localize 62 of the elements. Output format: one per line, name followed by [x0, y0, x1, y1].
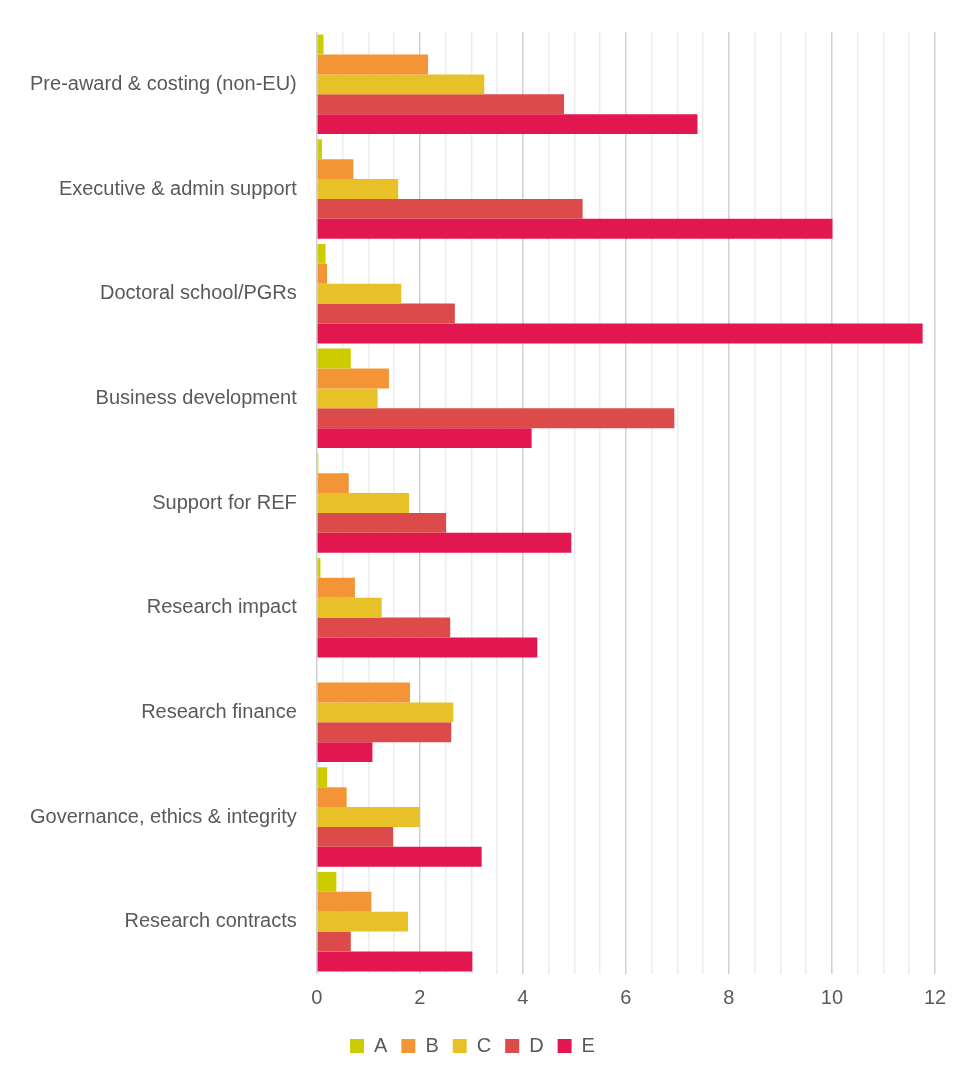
legend-label: C	[476, 1033, 492, 1056]
bar	[317, 532, 572, 553]
bar	[317, 94, 565, 115]
bar	[317, 388, 378, 409]
bar	[317, 368, 389, 389]
bar	[317, 767, 328, 788]
legend-label: D	[529, 1033, 544, 1056]
y-tick-label: Executive & admin support	[58, 176, 298, 199]
bar	[317, 428, 532, 449]
y-tick-label: Research finance	[141, 699, 297, 722]
bar	[317, 74, 485, 95]
bar	[317, 951, 473, 972]
bar	[317, 493, 410, 513]
bar	[317, 408, 675, 429]
legend-label: A	[374, 1033, 389, 1056]
x-tick-label: 6	[620, 985, 632, 1008]
bar	[317, 871, 337, 892]
bar	[317, 139, 322, 160]
bar	[317, 846, 482, 867]
x-tick-label: 12	[923, 985, 947, 1008]
bar	[317, 473, 349, 494]
x-tick-label: 4	[517, 985, 529, 1008]
y-tick-label: Research impact	[146, 595, 298, 618]
bar	[317, 179, 399, 199]
bar	[317, 787, 347, 808]
bar	[317, 702, 454, 723]
bar	[317, 198, 583, 219]
legend-label: B	[425, 1033, 439, 1056]
bar	[317, 159, 354, 180]
bar	[317, 263, 328, 284]
y-tick-label: Doctoral school/PGRs	[100, 281, 297, 304]
y-tick-label: Support for REF	[152, 490, 297, 513]
x-tick-label: 2	[414, 985, 426, 1008]
bar	[317, 597, 382, 618]
bar	[317, 114, 698, 135]
bar	[317, 891, 372, 912]
y-tick-label: Pre-award & costing (non-EU)	[30, 71, 297, 94]
x-tick-label: 10	[820, 985, 844, 1008]
bar	[317, 283, 402, 304]
bar	[317, 682, 411, 703]
y-tick-label: Governance, ethics & integrity	[30, 804, 297, 827]
bar	[317, 577, 355, 598]
y-tick-label: Business development	[95, 385, 298, 408]
x-tick-label: 0	[311, 985, 323, 1008]
bar	[317, 617, 451, 638]
bar	[317, 722, 452, 743]
bar	[317, 512, 447, 533]
x-tick-label: 8	[723, 985, 735, 1008]
bar	[317, 323, 923, 344]
bar	[317, 218, 833, 239]
bar	[317, 348, 351, 369]
bar	[317, 243, 326, 264]
bar	[317, 742, 373, 763]
bar	[317, 807, 420, 827]
y-tick-label: Research contracts	[124, 909, 297, 932]
bar	[317, 54, 429, 75]
bar	[317, 911, 408, 932]
bar	[317, 303, 455, 324]
bar	[317, 826, 394, 847]
bar	[317, 637, 538, 658]
bar	[317, 931, 351, 952]
legend-label: E	[581, 1033, 595, 1056]
